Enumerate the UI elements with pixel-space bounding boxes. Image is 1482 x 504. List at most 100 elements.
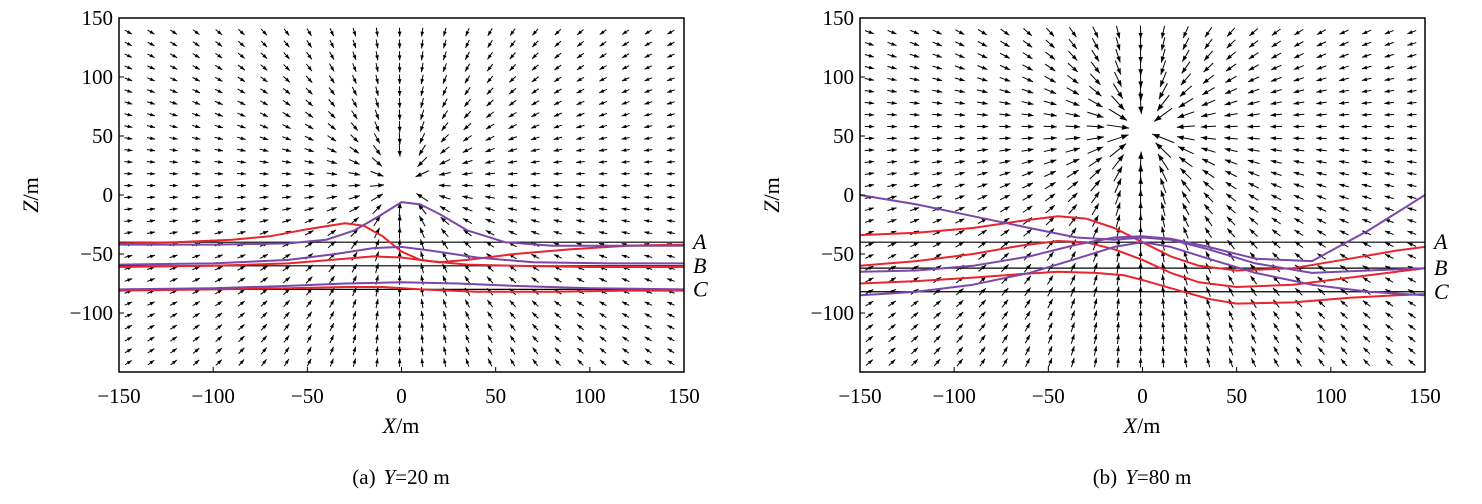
field-arrow-head [1271,42,1278,47]
field-arrow-head [1317,241,1323,247]
field-arrow-head [890,336,896,341]
field-arrow-head [869,136,875,141]
curve-6 [860,241,1425,297]
x-tick-label: −150 [97,384,140,408]
field-arrow-head [1138,56,1143,63]
field-arrow-head [599,42,605,47]
field-arrow-head [576,160,582,164]
field-arrow-head [353,217,359,223]
field-arrow-head [1138,322,1143,328]
x-axis-label-b: X/m [1123,413,1161,438]
field-arrow-head [1160,214,1166,221]
field-arrow-head [420,90,425,96]
field-arrow-head [127,101,133,105]
field-arrow-head [1407,277,1414,282]
field-arrow-head [1385,300,1391,306]
field-arrow-head [1182,55,1188,62]
field-arrow-head [195,195,201,200]
field-arrow-head [1407,65,1413,70]
field-arrow-head [149,53,155,58]
field-arrow-head [981,276,987,282]
field-arrow-head [330,218,337,223]
field-arrow-head [1183,334,1188,340]
field-arrow-head [1316,124,1322,129]
field-arrow-head [1071,204,1077,211]
field-arrow-head [598,148,604,152]
field-arrow-head [465,54,470,60]
field-arrow-head [913,183,920,188]
field-arrow-head [331,207,337,211]
field-arrow-head [1003,346,1008,352]
field-arrow-head [982,101,988,105]
field-arrow-head [508,136,514,141]
field-arrow-head [1316,53,1323,58]
field-arrow-head [240,266,246,271]
field-arrow-head [443,299,447,305]
field-arrow-head [1408,359,1414,365]
field-arrow-head [194,278,200,282]
field-arrow-head [868,183,875,188]
field-arrow-head [1093,286,1098,293]
field-arrow-head [598,171,604,176]
field-arrow-head [980,358,986,364]
field-arrow-head [443,322,447,329]
field-arrow-head [1050,136,1057,141]
field-arrow-head [1225,89,1232,94]
field-arrow-head [1025,299,1031,305]
field-arrow-head [644,360,650,365]
field-arrow-head [240,195,246,200]
field-arrow-head [1407,231,1413,235]
field-arrow-head [150,219,156,223]
field-arrow-head [376,193,383,199]
field-arrow-head [644,171,649,176]
field-arrow-head [172,195,178,200]
field-arrow-head [1362,242,1368,247]
field-arrow-head [419,137,424,144]
field-arrow-head [1116,357,1120,363]
field-arrow-head [599,348,605,353]
field-arrow-head [1116,274,1121,281]
field-arrow-head [1026,65,1033,71]
field-arrow-head [981,253,987,258]
field-arrow-head [1248,205,1255,211]
field-arrow-head [1206,346,1211,352]
field-arrow-head [441,228,447,234]
field-arrow-head [1339,230,1346,235]
field-arrow-head [1118,143,1126,151]
field-arrow-head [149,124,155,129]
field-arrow-head [420,322,425,328]
field-arrow-head [1407,42,1413,46]
field-arrow-head [1384,53,1391,58]
field-arrow-head [868,53,874,58]
field-arrow-head [982,112,988,117]
field-arrow-head [330,89,335,95]
field-arrow-head [1316,77,1322,82]
field-arrow-head [149,112,155,117]
field-arrow-head [531,89,537,94]
caption-b: (b) Y=80 m [1093,465,1192,489]
field-arrow-head [286,195,292,200]
field-arrow-head [285,112,291,118]
field-arrow-head [1004,217,1010,223]
field-arrow-head [375,204,382,211]
field-arrow-head [308,160,314,164]
field-arrow-head [621,101,627,105]
y-tick-label: −100 [811,301,854,325]
field-arrow-head [1003,264,1009,270]
field-arrow-head [622,336,628,341]
field-arrow-head [1160,68,1165,75]
field-arrow-head [576,254,582,259]
field-arrow-head [1316,42,1323,47]
field-arrow-head [936,30,942,35]
field-arrow-head [958,347,963,353]
field-arrow-head [194,301,200,306]
field-arrow-head [1026,54,1033,59]
field-arrow-head [1157,103,1164,111]
field-arrow-head [485,136,492,141]
field-arrow-head [1183,227,1188,234]
y-axis-label-b: Z/m [759,177,784,212]
field-arrow-head [397,202,402,209]
panel-a: −150 −100 −50 0 50 100 150 −100 −50 0 50 100 150 AB… [18,6,708,489]
field-arrow-head [307,276,313,282]
field-arrow-head [981,206,988,211]
